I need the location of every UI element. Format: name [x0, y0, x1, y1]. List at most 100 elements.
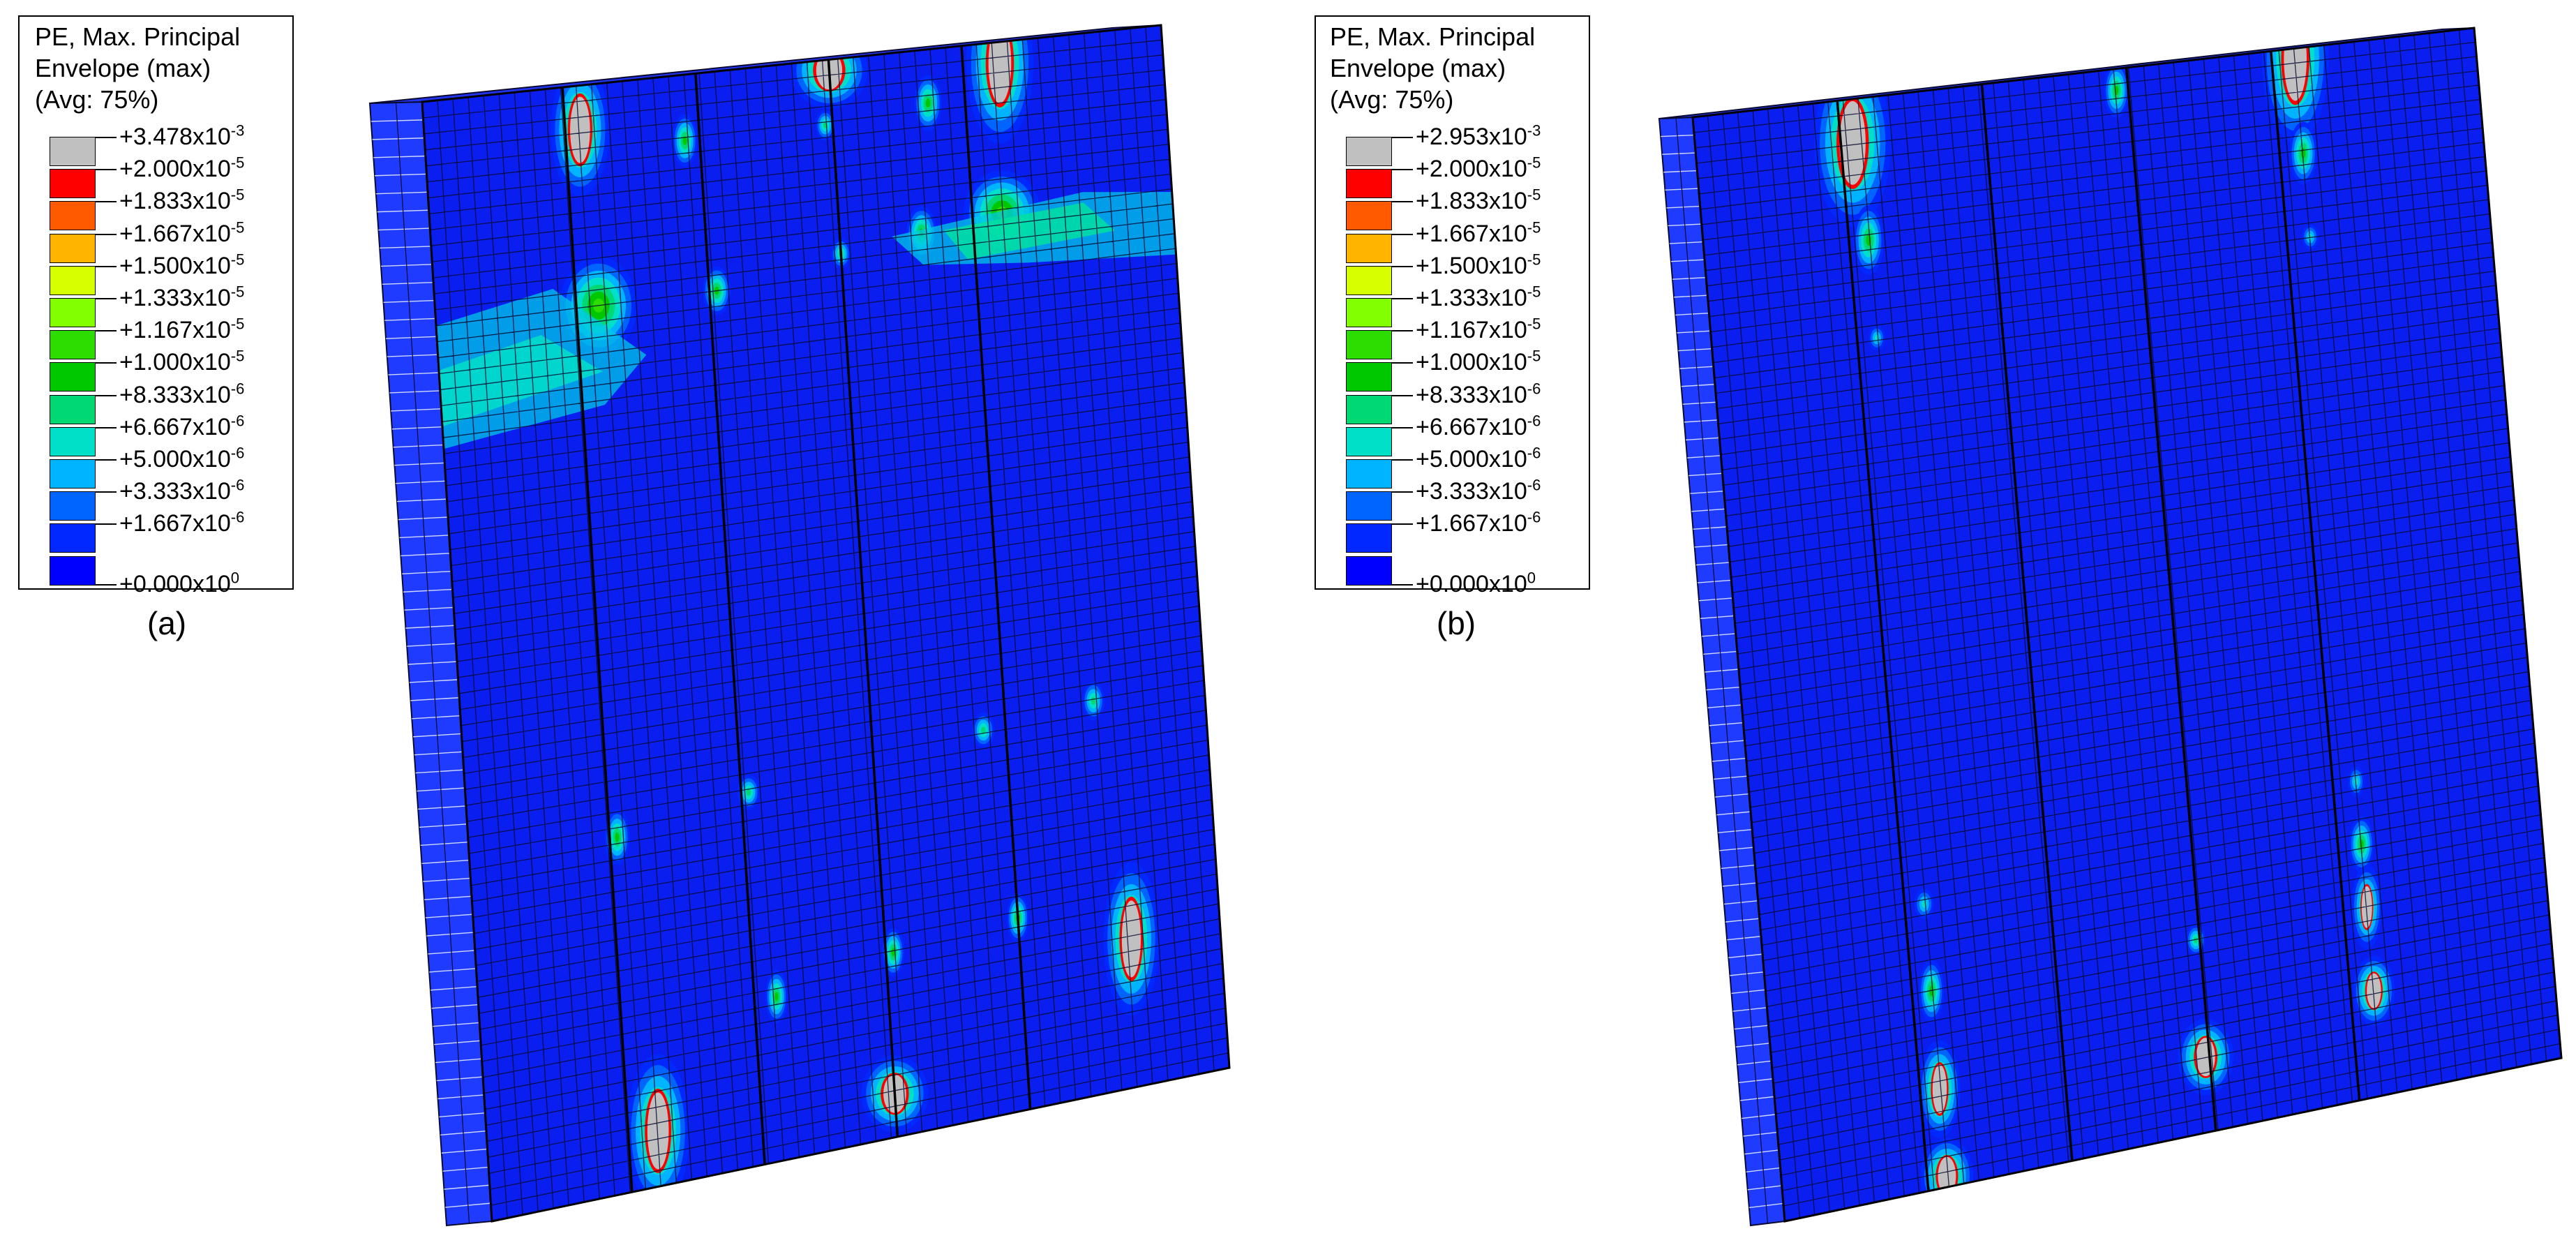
strain-peak: [570, 96, 590, 163]
legend-label-base: +1.000x10: [119, 349, 231, 376]
legend-label: +1.000x10-5: [119, 348, 244, 376]
legend-label: +1.167x10-5: [119, 316, 244, 344]
legend-label-base: +1.500x10: [1416, 252, 1527, 279]
figure-panel-b: PE, Max. Principal Envelope (max) (Avg: …: [1288, 0, 2576, 1245]
strain-peak: [2361, 886, 2372, 928]
legend-title-line: Envelope (max): [35, 54, 211, 82]
legend-swatch: [1346, 137, 1392, 166]
legend-swatch: [50, 394, 96, 424]
legend-title-line: PE, Max. Principal: [1330, 22, 1536, 51]
legend-tick: [96, 459, 117, 461]
legend-tick: [96, 362, 117, 364]
strain-contour: [774, 992, 779, 1001]
legend-swatch: [50, 426, 96, 456]
legend-label-exponent: -6: [1527, 444, 1541, 462]
legend-label-base: +6.667x10: [1416, 413, 1527, 440]
strain-peak: [1932, 1064, 1947, 1114]
legend-label-exponent: 0: [230, 569, 240, 587]
legend-label-exponent: -3: [230, 121, 245, 140]
legend-label-exponent: -6: [1527, 509, 1541, 527]
legend-label-base: +3.478x10: [119, 124, 231, 150]
legend-label-exponent: -5: [1527, 283, 1541, 301]
legend-tick: [1392, 201, 1413, 203]
fe-mesh-plate-b: [1658, 27, 2563, 1227]
legend-label-exponent: -5: [1527, 251, 1541, 269]
legend-swatch: [1346, 201, 1392, 231]
legend-label-base: +1.167x10: [119, 317, 231, 344]
legend-swatch: [1346, 459, 1392, 489]
legend-swatch: [1346, 169, 1392, 199]
legend-label-base: +1.500x10: [119, 252, 231, 279]
legend-label-base: +8.333x10: [119, 381, 231, 408]
fe-mesh-plate-a: [368, 24, 1231, 1227]
stiffener-rib: [1836, 100, 1930, 1191]
stiffener-rib: [2270, 51, 2361, 1101]
legend-label-base: +1.667x10: [1416, 510, 1527, 537]
legend-label: +1.500x10-5: [1416, 252, 1541, 280]
legend-label-exponent: -5: [230, 154, 245, 172]
legend-label-exponent: -5: [230, 218, 245, 237]
legend-swatch: [1346, 330, 1392, 360]
mesh-grid: [421, 24, 1230, 1222]
legend-tick: [96, 583, 117, 586]
legend-label-exponent: -5: [230, 251, 245, 269]
legend-label: +1.333x10-5: [1416, 284, 1541, 312]
strain-contour: [746, 789, 751, 796]
legend-tick: [1392, 459, 1413, 461]
legend-label: +1.667x10-6: [119, 509, 244, 537]
legend-swatch: [1346, 233, 1392, 263]
legend-label-exponent: -6: [230, 476, 245, 494]
plate-face: [1691, 27, 2563, 1223]
legend-label-base: +8.333x10: [1416, 381, 1527, 408]
legend-tick: [96, 394, 117, 396]
legend-label-base: +1.333x10: [119, 285, 231, 311]
legend-label-exponent: -6: [230, 380, 245, 398]
legend-label-base: +3.333x10: [1416, 478, 1527, 505]
legend-label: +0.000x100: [1416, 570, 1536, 598]
legend-tick: [1392, 394, 1413, 396]
legend-label-exponent: -5: [1527, 154, 1541, 172]
legend-tick: [1392, 233, 1413, 235]
legend-swatch: [50, 330, 96, 360]
legend-swatch: [50, 362, 96, 392]
legend-label: +1.333x10-5: [119, 284, 244, 312]
stiffener-rib: [1980, 84, 2074, 1161]
legend-tick: [96, 298, 117, 299]
legend-tick: [96, 523, 117, 525]
plate-face: [421, 24, 1231, 1223]
legend-swatch: [50, 265, 96, 295]
legend-label: +0.000x100: [119, 570, 239, 598]
legend-swatch: [50, 169, 96, 199]
legend-label: +5.000x10-6: [1416, 445, 1541, 473]
legend-label-base: +1.667x10: [119, 220, 231, 247]
legend-swatch: [1346, 394, 1392, 424]
legend-swatch: [50, 523, 96, 553]
legend-label-exponent: -5: [230, 315, 245, 333]
stiffener-rib: [827, 59, 899, 1138]
legend-label: +1.667x10-5: [119, 220, 244, 248]
strain-peak: [2284, 28, 2307, 101]
legend-label-exponent: -5: [230, 348, 245, 366]
legend-swatch: [1346, 556, 1392, 586]
legend-title-line: (Avg: 75%): [35, 85, 159, 114]
legend-label-base: +2.953x10: [1416, 124, 1527, 150]
legend-label: +1.000x10-5: [1416, 348, 1541, 376]
legend-title-line: PE, Max. Principal: [35, 22, 241, 51]
legend-label-base: +1.333x10: [1416, 285, 1527, 311]
strain-peak: [1839, 100, 1866, 185]
legend-label-base: +1.000x10: [1416, 349, 1527, 376]
legend-tick: [1392, 523, 1413, 525]
legend-label: +2.000x10-5: [119, 155, 244, 183]
legend-label: +2.953x10-3: [1416, 123, 1541, 151]
legend-title-line: (Avg: 75%): [1330, 85, 1454, 114]
legend-label-base: +0.000x10: [119, 570, 231, 597]
strain-peak: [1121, 900, 1141, 978]
legend-tick: [96, 233, 117, 235]
strain-contour: [981, 726, 986, 734]
legend-label-exponent: -6: [1527, 476, 1541, 494]
strain-peak: [988, 25, 1012, 104]
legend-label-base: +2.000x10: [119, 156, 231, 183]
legend-label-exponent: -5: [1527, 186, 1541, 204]
legend-tick: [1392, 583, 1413, 586]
caption-a: (a): [147, 605, 187, 641]
